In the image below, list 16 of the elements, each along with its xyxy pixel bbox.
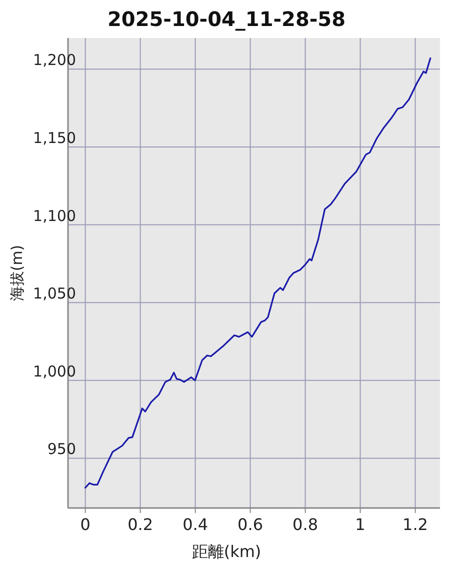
y-tick-label: 1,150 [33,128,76,147]
x-tick-label: 0.2 [128,515,154,534]
x-tick-label: 1.2 [402,515,428,534]
y-tick-label: 950 [47,440,76,458]
x-tick-label: 0 [80,515,90,534]
y-tick-label: 1,050 [33,284,76,303]
y-tick-label: 1,100 [33,206,76,225]
y-tick-label: 1,200 [33,51,76,70]
x-tick-label: 0.8 [292,515,318,534]
x-tick-label: 0.4 [182,515,208,534]
x-tick-label: 0.6 [238,515,264,534]
x-axis-title: 距離(km) [192,542,262,561]
y-axis-title: 海拔(m) [8,244,26,302]
x-tick-label: 1 [355,515,366,534]
y-tick-label: 1,000 [33,362,76,380]
chart-title: 2025-10-04_11-28-58 [107,7,346,31]
